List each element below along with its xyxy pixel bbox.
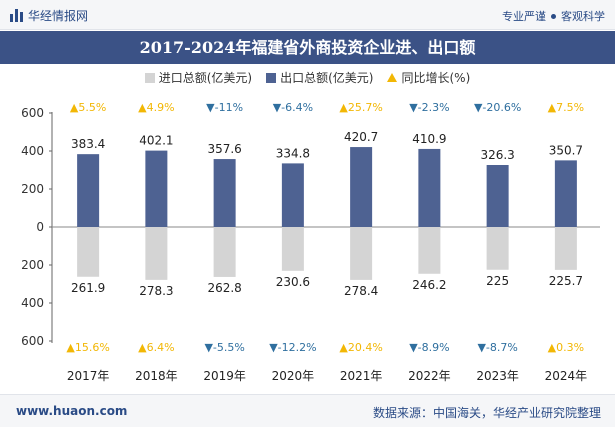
y-tick-label: 200 bbox=[21, 182, 44, 196]
bar-chart: 600 400 200 0 200 400 600 383.4 261.9 ▲5.5% ▲15.6%… bbox=[21, 101, 600, 383]
import-growth-label: ▲6.4% bbox=[138, 341, 174, 354]
export-value-label: 410.9 bbox=[412, 132, 446, 146]
chart-title: 2017-2024年福建省外商投资企业进、出口额 bbox=[0, 31, 615, 64]
tagline: 专业严谨 客观科学 bbox=[502, 8, 605, 24]
import-growth-label: ▼-12.2% bbox=[269, 341, 316, 354]
y-tick-label: 200 bbox=[21, 258, 44, 272]
import-bar bbox=[213, 227, 236, 277]
tagline-right: 客观科学 bbox=[561, 10, 605, 23]
data-source: 数据来源：中国海关，华经产业研究院整理 bbox=[372, 406, 601, 420]
y-tick-label: 600 bbox=[21, 106, 44, 120]
import-growth-label: ▲20.4% bbox=[339, 341, 382, 354]
export-growth-label: ▼-11% bbox=[206, 101, 243, 114]
y-tick-label: 600 bbox=[21, 334, 44, 348]
import-bar bbox=[350, 227, 373, 280]
import-growth-label: ▼-8.7% bbox=[477, 341, 517, 354]
brand-name: 华经情报网 bbox=[28, 9, 89, 23]
import-value-label: 261.9 bbox=[71, 281, 105, 295]
export-value-label: 420.7 bbox=[344, 130, 378, 144]
y-tick-label: 400 bbox=[21, 296, 44, 310]
brand[interactable]: 华经情报网 bbox=[10, 7, 88, 24]
import-value-label: 246.2 bbox=[412, 278, 446, 292]
import-bar bbox=[281, 227, 304, 271]
dot-separator-icon bbox=[551, 13, 556, 19]
import-value-label: 278.3 bbox=[139, 284, 173, 298]
import-bar bbox=[145, 227, 168, 280]
import-value-label: 262.8 bbox=[207, 281, 241, 295]
export-bar bbox=[350, 147, 373, 227]
x-tick-label: 2020年 bbox=[272, 369, 315, 383]
tagline-left: 专业严谨 bbox=[502, 10, 546, 23]
export-growth-label: ▼-2.3% bbox=[409, 101, 449, 114]
import-growth-label: ▼-5.5% bbox=[204, 341, 244, 354]
triangle-up-icon bbox=[387, 73, 398, 82]
y-tick-label: 400 bbox=[21, 144, 44, 158]
import-bar bbox=[486, 227, 509, 270]
import-swatch-icon bbox=[144, 72, 155, 83]
import-value-label: 278.4 bbox=[344, 284, 378, 298]
export-value-label: 350.7 bbox=[549, 143, 583, 157]
x-tick-label: 2018年 bbox=[135, 369, 178, 383]
export-growth-label: ▼-6.4% bbox=[273, 101, 313, 114]
legend-item-export[interactable]: 出口总额(亿美元) bbox=[266, 69, 373, 86]
x-tick-label: 2019年 bbox=[203, 369, 246, 383]
import-bar bbox=[77, 227, 100, 277]
export-bar bbox=[554, 160, 577, 227]
export-bar bbox=[213, 159, 236, 227]
x-tick-label: 2021年 bbox=[340, 369, 383, 383]
export-growth-label: ▲7.5% bbox=[548, 101, 584, 114]
legend-import-label: 进口总额(亿美元) bbox=[158, 71, 253, 85]
export-value-label: 326.3 bbox=[480, 148, 514, 162]
import-value-label: 230.6 bbox=[276, 275, 310, 289]
chart-legend: 进口总额(亿美元) 出口总额(亿美元) 同比增长(%) bbox=[0, 69, 615, 86]
export-growth-label: ▲4.9% bbox=[138, 101, 174, 114]
export-bar bbox=[418, 148, 441, 227]
import-bar bbox=[418, 227, 441, 274]
import-bar bbox=[554, 227, 577, 270]
legend-export-label: 出口总额(亿美元) bbox=[280, 71, 374, 85]
logo-bars-icon bbox=[10, 9, 23, 22]
export-growth-label: ▲25.7% bbox=[339, 101, 382, 114]
export-bar bbox=[281, 163, 304, 227]
export-bar bbox=[486, 165, 509, 227]
export-growth-label: ▼-20.6% bbox=[474, 101, 521, 114]
legend-growth-label: 同比增长(%) bbox=[401, 71, 471, 85]
x-tick-label: 2024年 bbox=[545, 369, 588, 383]
top-bar: 华经情报网 专业严谨 客观科学 bbox=[0, 0, 615, 30]
x-tick-label: 2023年 bbox=[476, 369, 519, 383]
export-value-label: 402.1 bbox=[139, 134, 173, 148]
export-swatch-icon bbox=[266, 72, 277, 83]
y-tick-label: 0 bbox=[36, 220, 44, 234]
footer: www.huaon.com 数据来源：中国海关，华经产业研究院整理 bbox=[0, 394, 615, 427]
export-bar bbox=[77, 154, 100, 227]
export-value-label: 334.8 bbox=[276, 146, 310, 160]
import-value-label: 225 bbox=[486, 274, 509, 288]
site-link[interactable]: www.huaon.com bbox=[16, 404, 128, 418]
x-tick-label: 2017年 bbox=[67, 369, 110, 383]
legend-item-growth[interactable]: 同比增长(%) bbox=[387, 69, 470, 86]
import-growth-label: ▲15.6% bbox=[66, 341, 109, 354]
legend-item-import[interactable]: 进口总额(亿美元) bbox=[144, 69, 253, 86]
export-growth-label: ▲5.5% bbox=[70, 101, 106, 114]
export-value-label: 357.6 bbox=[207, 142, 241, 156]
export-bar bbox=[145, 150, 168, 227]
import-value-label: 225.7 bbox=[549, 274, 583, 288]
export-value-label: 383.4 bbox=[71, 137, 105, 151]
x-tick-label: 2022年 bbox=[408, 369, 451, 383]
import-growth-label: ▼-8.9% bbox=[409, 341, 449, 354]
import-growth-label: ▲0.3% bbox=[548, 341, 584, 354]
